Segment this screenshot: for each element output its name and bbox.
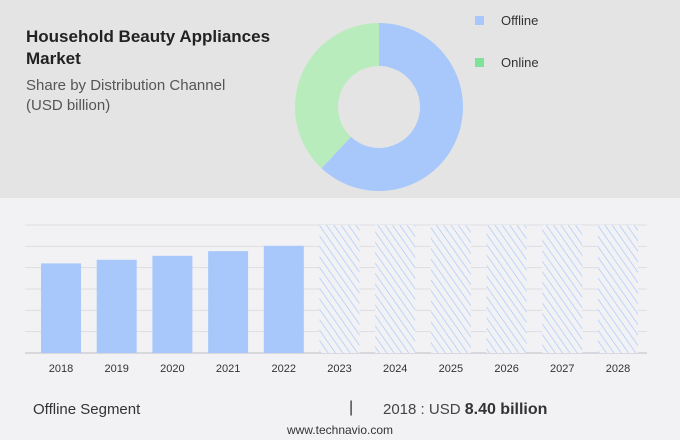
site-url: www.technavio.com <box>286 423 394 437</box>
forecast-bar-2023 <box>319 225 360 353</box>
forecast-bar-2026 <box>486 225 527 353</box>
forecast-bar-2028 <box>598 225 638 353</box>
forecast-bar-2024 <box>375 225 416 353</box>
x-tick-label: 2023 <box>327 363 351 375</box>
donut-slice-offline <box>321 23 464 191</box>
x-tick-label: 2025 <box>439 363 463 375</box>
forecast-bar-2025 <box>430 225 471 353</box>
separator: | <box>349 399 354 416</box>
bar-2021 <box>208 251 249 353</box>
legend-swatch <box>475 16 484 25</box>
bar-2018 <box>41 263 81 353</box>
bar-2020 <box>152 255 193 353</box>
x-tick-label: 2028 <box>606 363 630 375</box>
x-tick-label: 2026 <box>494 363 518 375</box>
x-tick-label: 2024 <box>383 363 407 375</box>
bar-2019 <box>96 259 137 353</box>
legend-item-online: Online <box>475 55 539 70</box>
forecast-bar-2027 <box>542 225 583 353</box>
donut-chart <box>295 22 464 191</box>
segment-label: Offline Segment <box>33 401 141 418</box>
legend-label: Offline <box>501 13 539 28</box>
legend-item-offline: Offline <box>475 13 538 28</box>
segment-value: 2018 : USD 8.40 billion <box>383 401 547 419</box>
legend-swatch <box>475 58 484 67</box>
x-tick-label: 2018 <box>49 363 73 375</box>
x-tick-label: 2022 <box>272 363 296 375</box>
x-tick-label: 2021 <box>216 363 240 375</box>
value-text: 8.40 billion <box>464 401 548 418</box>
bar-chart: 2018 2019 2020 2021 2022 2023 2024 2025 2026 2027… <box>25 224 647 375</box>
x-tick-label: 2027 <box>550 363 574 375</box>
x-tick-label: 2020 <box>160 363 184 375</box>
x-tick-label: 2019 <box>104 363 128 375</box>
chart-subtitle: Share by Distribution Channel (USD billi… <box>26 77 226 114</box>
chart-title: Household Beauty Appliances Market <box>26 27 271 68</box>
year-label: 2018 : USD <box>383 401 461 418</box>
legend-label: Online <box>501 55 539 70</box>
donut-slice-online <box>295 22 379 169</box>
bar-2022 <box>263 245 304 353</box>
